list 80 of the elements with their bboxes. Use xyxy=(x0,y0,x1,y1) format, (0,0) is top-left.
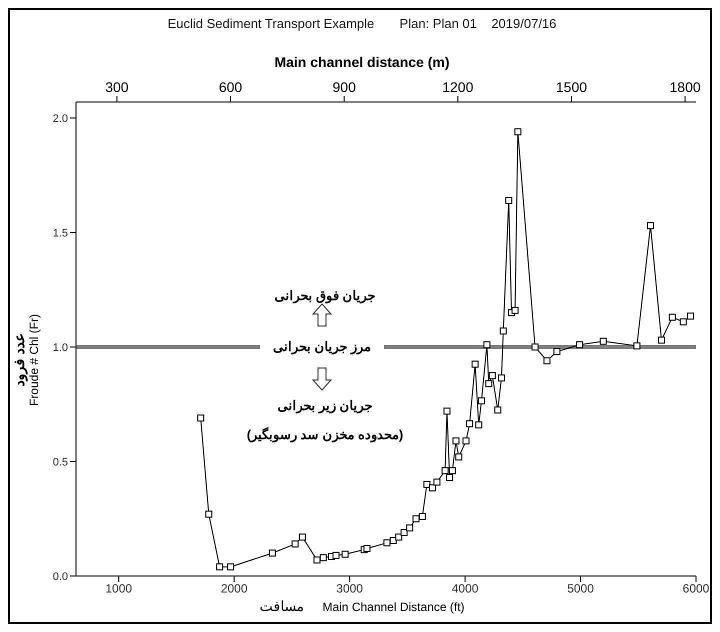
ref-line-label: مرز جریان بحرانی xyxy=(260,338,384,356)
point xyxy=(485,380,492,388)
point xyxy=(400,528,408,536)
y-tick-label: 0.5 xyxy=(52,456,68,468)
point xyxy=(446,474,454,482)
annotation: جریان زیر بحرانی xyxy=(276,398,374,413)
point xyxy=(298,534,306,541)
point xyxy=(472,360,479,368)
point xyxy=(494,406,502,414)
point xyxy=(680,318,687,326)
x-tick-label: 1000 xyxy=(105,582,132,596)
point xyxy=(576,341,584,348)
point xyxy=(633,342,640,350)
point xyxy=(514,128,522,136)
chart-title: Euclid Sediment Transport Example xyxy=(168,16,374,31)
y-tick-label: 0.0 xyxy=(52,570,68,583)
point xyxy=(553,348,560,356)
point xyxy=(268,550,276,557)
point xyxy=(216,563,224,570)
point xyxy=(505,196,512,204)
y-tick-label: 2.0 xyxy=(52,112,68,125)
point xyxy=(600,338,607,345)
x2-axis-title: Main channel distance (m) xyxy=(273,54,451,70)
x2-tick-label: 1800 xyxy=(670,79,701,95)
point xyxy=(442,467,449,474)
point xyxy=(342,550,349,558)
x-tick-label: 2000 xyxy=(220,582,248,596)
point xyxy=(668,314,676,321)
text: عدد فرود xyxy=(11,332,27,388)
point xyxy=(512,306,519,314)
point xyxy=(428,484,436,492)
text: مسافت xyxy=(259,598,304,614)
annotation: (محدوده مخزن سد رسوبگیر) xyxy=(246,427,404,442)
point xyxy=(647,222,654,230)
point xyxy=(332,552,340,559)
x-axis-title: Main Channel Distance (ft) xyxy=(322,600,465,614)
point xyxy=(363,545,370,552)
point xyxy=(462,437,470,444)
point xyxy=(483,341,490,348)
x2-tick-label: 1200 xyxy=(442,79,474,95)
point xyxy=(448,467,456,474)
x2-tick-label: 900 xyxy=(332,79,356,95)
point xyxy=(452,437,460,444)
y-tick-label: 1.5 xyxy=(52,227,68,240)
point xyxy=(292,540,299,548)
point xyxy=(227,563,234,570)
point xyxy=(383,539,390,546)
point xyxy=(532,344,539,351)
point xyxy=(455,453,462,460)
point xyxy=(205,510,212,518)
point xyxy=(412,515,420,522)
point xyxy=(500,327,507,334)
point xyxy=(433,478,440,486)
point xyxy=(197,414,204,422)
point xyxy=(687,312,694,320)
x-tick-label: 4000 xyxy=(452,582,479,596)
point xyxy=(418,512,426,520)
annotation: جریان فوق بحرانی xyxy=(273,288,377,303)
point xyxy=(406,524,414,532)
point xyxy=(466,420,474,428)
point xyxy=(475,421,482,428)
point xyxy=(395,534,402,541)
x2-tick-label: 300 xyxy=(105,79,129,95)
y-axis-title: Froude # Chl (Fr) xyxy=(27,314,42,406)
point xyxy=(543,357,550,364)
y-tick-label: 1.0 xyxy=(52,342,68,354)
point xyxy=(498,374,505,382)
x2-tick-label: 600 xyxy=(218,79,242,95)
point xyxy=(320,554,327,562)
point xyxy=(423,480,430,488)
point xyxy=(478,397,485,404)
x2-tick-label: 1500 xyxy=(556,79,588,95)
point xyxy=(313,556,320,564)
point xyxy=(443,408,450,415)
point xyxy=(658,336,665,344)
x-tick-label: 3000 xyxy=(336,582,364,596)
point xyxy=(488,372,496,380)
chart-subtitle: Plan: Plan 01 2019/07/16 xyxy=(400,16,556,31)
x-tick-label: 6000 xyxy=(682,582,710,596)
x-tick-label: 5000 xyxy=(567,582,594,596)
